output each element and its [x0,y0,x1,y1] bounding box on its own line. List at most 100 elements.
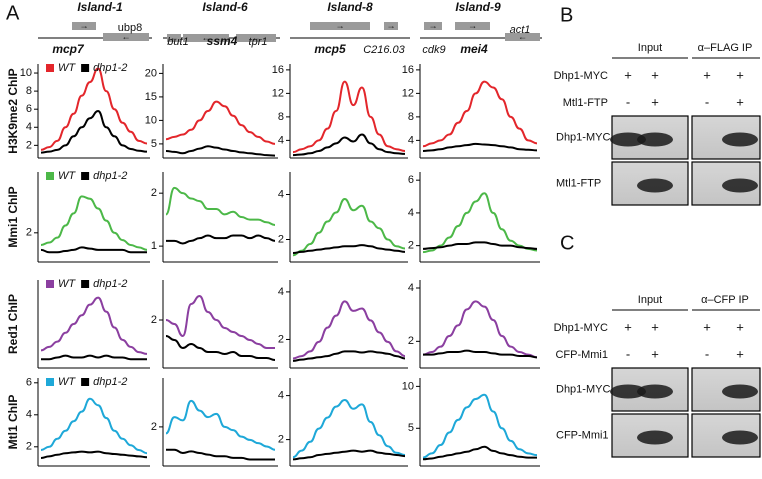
y-tick-label: 6 [26,103,32,115]
sign: + [624,319,632,334]
gene-arrow: → [429,20,438,30]
y-tick-label: 8 [278,111,284,123]
y-tick-label: 4 [278,286,284,298]
legend-label: WT [58,376,76,388]
blot [611,161,689,206]
gene-arrow: ← [122,31,131,41]
gene-arrow: → [80,20,89,30]
column-header: Input [638,294,662,306]
sign: + [736,67,744,82]
trace [165,399,276,451]
trace [422,300,538,359]
trace [165,145,276,157]
row-label: Mmi1 ChIP [6,186,20,247]
gene-name: but1 [167,36,188,48]
y-tick-label: 2 [26,139,32,151]
legend-swatch [81,280,90,288]
column-header: Input [638,42,662,54]
trace [422,393,538,459]
y-tick-label: 12 [272,87,284,99]
trace [292,197,406,257]
gene-arrow: ← [518,31,527,41]
y-tick-label: 10 [145,114,157,126]
gene-name: ubp8 [118,22,142,34]
legend-swatch [46,64,54,72]
y-tick-label: 1 [151,240,157,252]
trace [40,450,148,459]
trace [166,234,276,245]
band [722,384,758,399]
gene-arrow: ← [170,32,179,42]
trace [40,67,148,151]
legend-swatch [46,280,54,288]
trace [40,109,148,154]
y-tick-label: 4 [408,207,414,219]
gene-name: cdk9 [422,44,445,56]
legend-swatch [81,64,90,72]
gene-name: C216.03 [363,44,405,56]
y-tick-label: 2 [26,227,32,239]
trace [40,296,148,355]
sign: - [626,346,630,361]
y-tick-label: 2 [26,441,32,453]
row-label: Red1 ChIP [6,294,20,354]
gene-arrow: ← [252,32,261,42]
trace [292,300,406,360]
legend-swatch [81,378,90,386]
band [722,178,758,193]
sign: + [736,346,744,361]
condition-label: Dhp1-MYC [554,322,608,334]
trace [292,133,406,157]
trace [165,448,275,461]
gene-box [505,33,540,41]
y-tick-label: 2 [151,187,157,199]
sign: - [705,346,709,361]
trace [40,195,148,251]
island-title: Island-9 [455,0,501,14]
y-tick-label: 20 [145,67,157,79]
gene-box [103,33,149,41]
gene-arrow: → [336,20,345,30]
trace [292,80,406,154]
island-title: Island-1 [77,0,123,14]
band [637,430,673,445]
panel-label: C [560,232,574,254]
trace [422,241,538,250]
y-tick-label: 4 [278,188,284,200]
trace [423,349,538,359]
legend-swatch [46,172,54,180]
y-tick-label: 2 [151,421,157,433]
y-tick-label: 2 [278,333,284,345]
island-title: Island-6 [202,0,248,14]
y-tick-label: 2 [408,335,414,347]
band [722,132,758,147]
y-tick-label: 4 [278,390,284,402]
trace [292,244,406,254]
sign: + [736,319,744,334]
band [637,178,673,193]
y-tick-label: 10 [20,67,32,79]
sign: + [703,319,711,334]
gene-arrow: → [387,20,396,30]
sign: + [624,67,632,82]
y-tick-label: 12 [402,87,414,99]
trace [422,445,537,461]
trace [292,449,406,461]
legend-swatch [46,378,54,386]
trace [165,335,276,361]
y-tick-label: 5 [151,138,157,150]
y-tick-label: 16 [402,64,414,76]
blot-label: Dhp1-MYC [556,131,610,143]
band [637,384,673,399]
gene-box [384,22,398,30]
sign: + [651,346,659,361]
trace [41,354,147,361]
y-tick-label: 16 [272,64,284,76]
condition-label: CFP-Mmi1 [555,349,608,361]
panel-label: A [6,2,20,24]
gene-box [167,34,181,42]
y-tick-label: 4 [26,121,32,133]
legend-label: dhp1-2 [93,170,127,182]
gene-name: mcp7 [52,42,85,56]
